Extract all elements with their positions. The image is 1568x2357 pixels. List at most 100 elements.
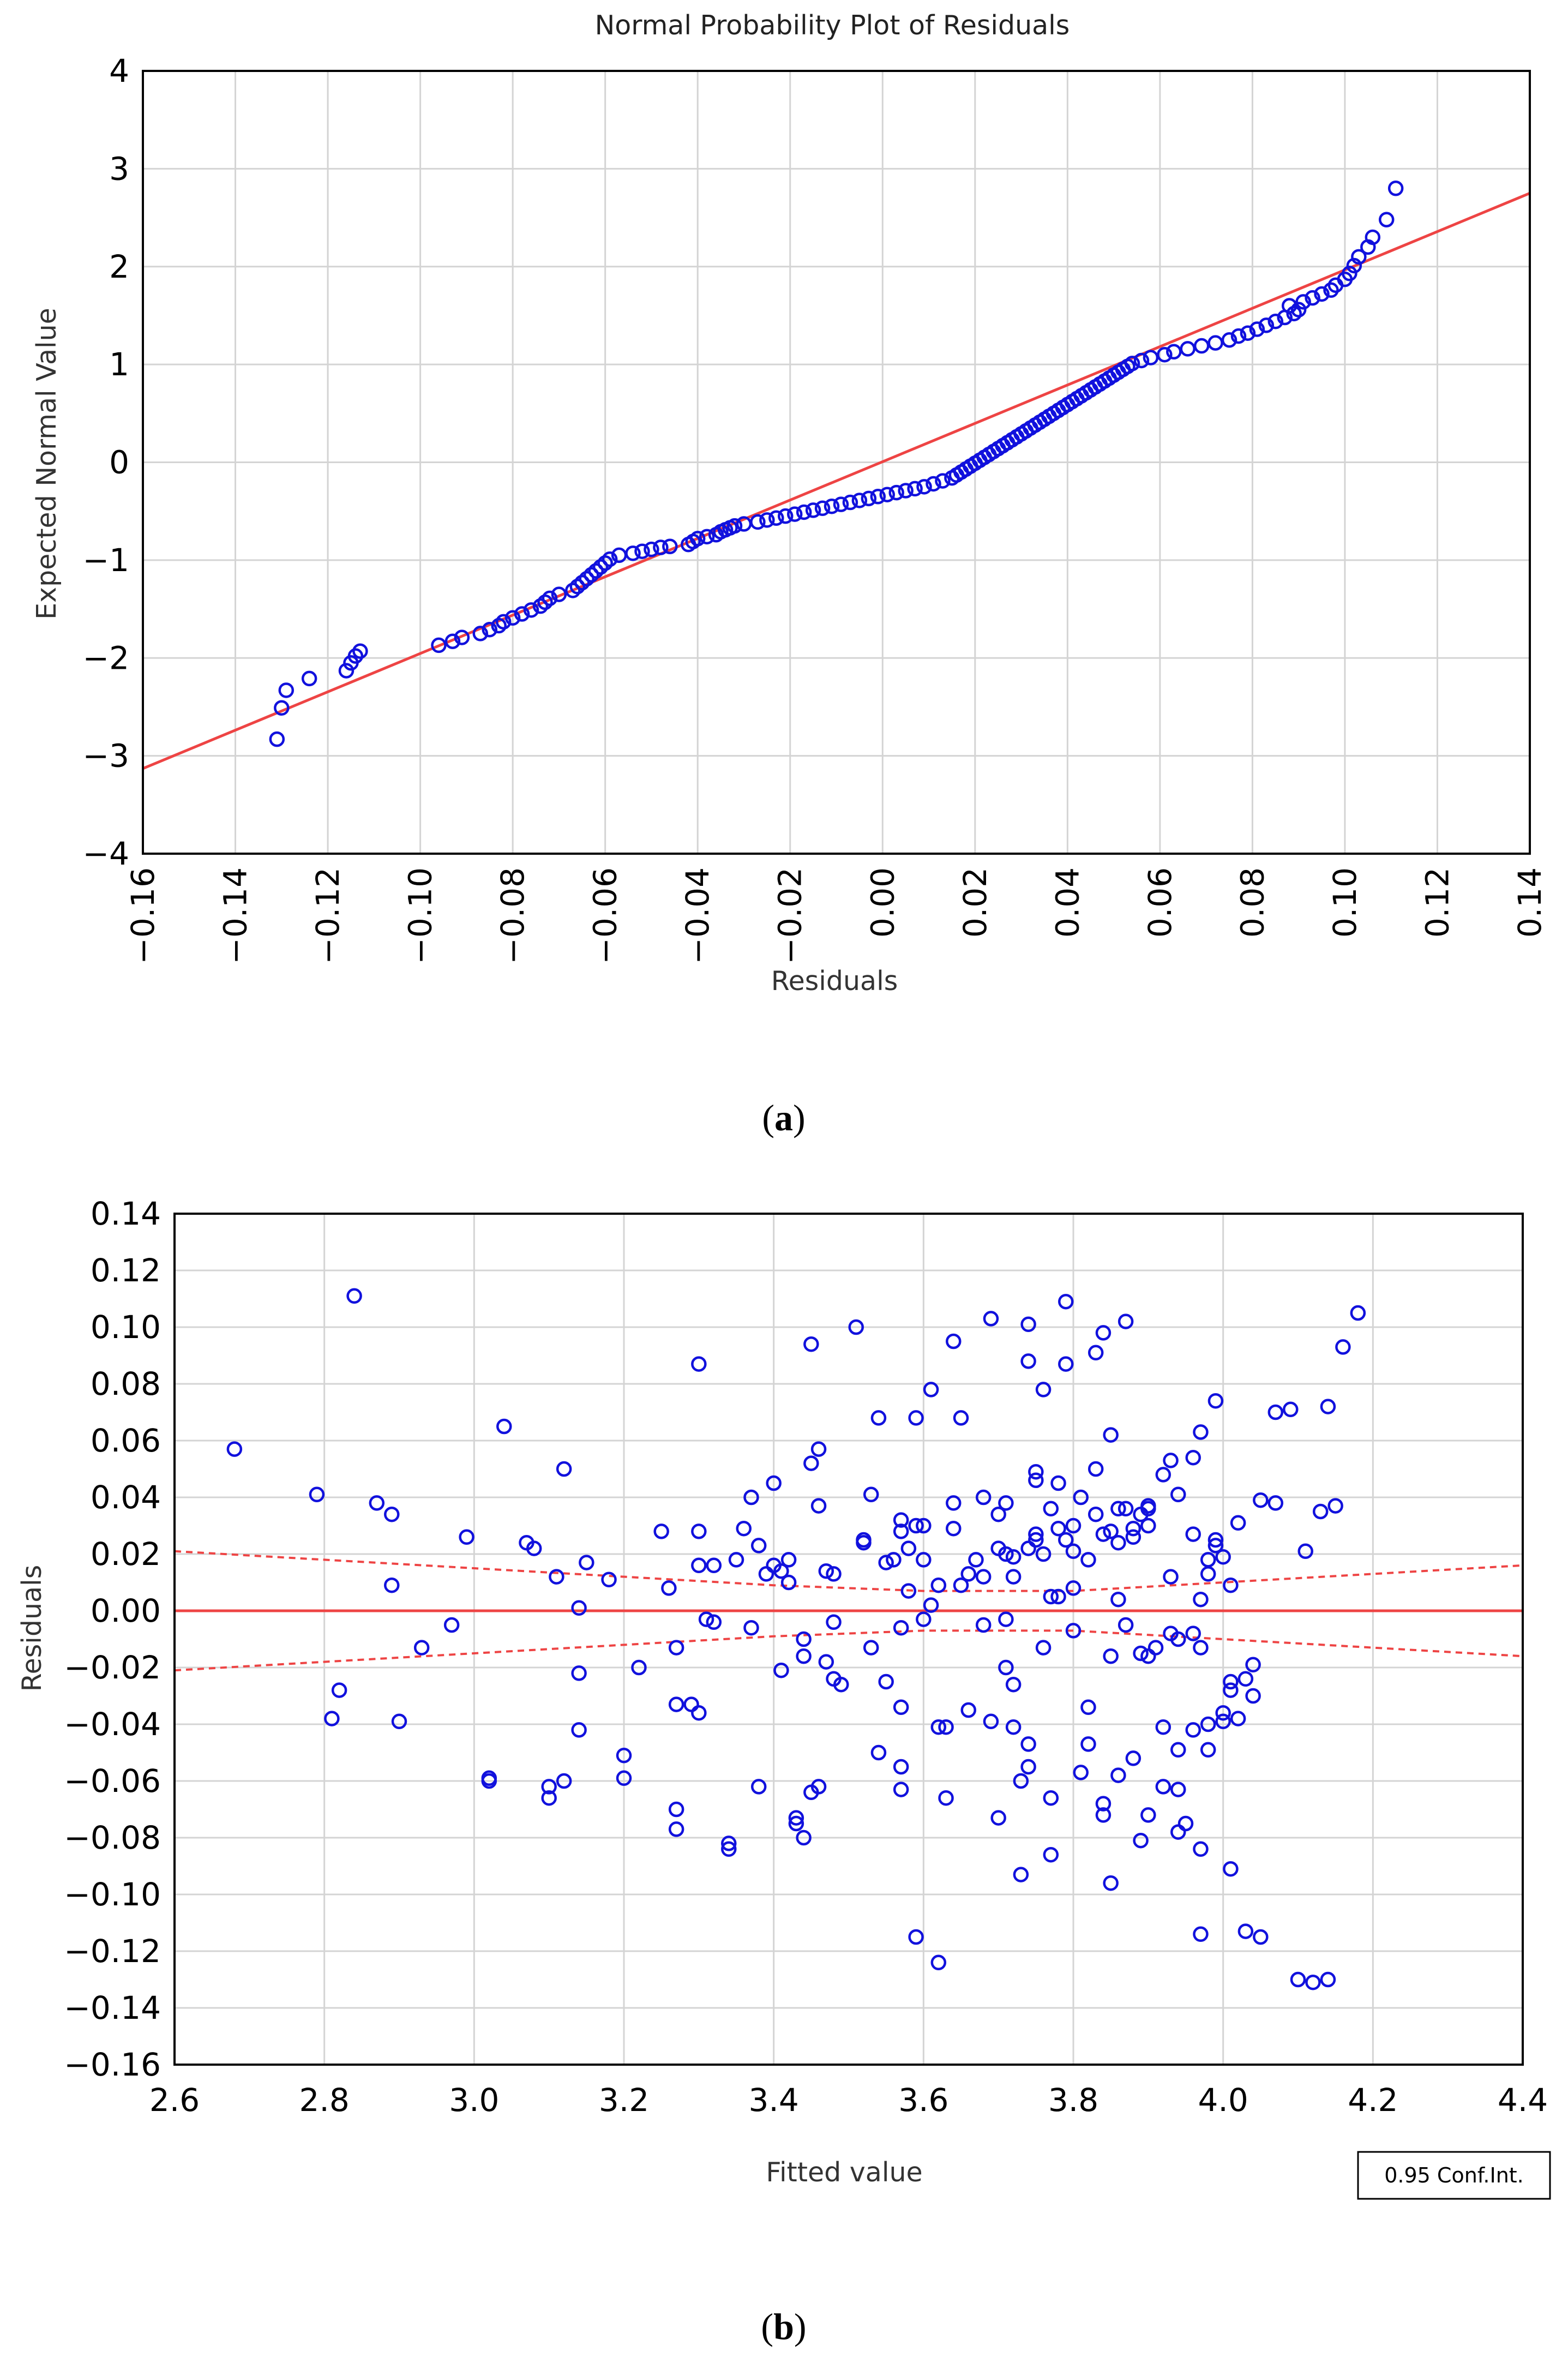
panel-b-point (796, 1830, 812, 1846)
panel-b-point (1193, 1640, 1209, 1656)
panel-a-point (1207, 335, 1223, 351)
panel-b-point (1110, 1767, 1126, 1783)
panel-b-point (1005, 1719, 1022, 1735)
panel-b-y-tick-label: −0.06 (64, 1762, 161, 1800)
panel-b-point (1088, 1506, 1104, 1522)
panel-b-point (983, 1311, 999, 1327)
panel-b-point (916, 1611, 932, 1627)
panel-b-point (698, 1611, 714, 1627)
panel-b-point (810, 1498, 827, 1514)
panel-b-point (1065, 1518, 1082, 1534)
panel-b-point (1088, 1345, 1104, 1361)
panel-b-point (496, 1418, 512, 1435)
panel-a-point (824, 498, 840, 514)
panel-b-point (1020, 1736, 1036, 1752)
panel-b-y-tick-label: 0.06 (91, 1422, 161, 1459)
panel-a-x-tick-label: −0.16 (124, 867, 161, 964)
panel-a-point (1295, 294, 1311, 310)
panel-b-point (938, 1719, 954, 1735)
panel-a-point (786, 506, 803, 522)
panel-b-point (870, 1744, 887, 1761)
panel-b-legend-box (1357, 2151, 1551, 2200)
panel-b-point (1223, 1861, 1239, 1877)
panel-b-point (1170, 1486, 1186, 1503)
panel-b-point (998, 1611, 1014, 1627)
panel-a-point (750, 514, 766, 530)
panel-a-point (689, 531, 706, 547)
panel-b-point (893, 1699, 909, 1716)
panel-b-point (1230, 1711, 1246, 1726)
panel-b-point (833, 1676, 849, 1693)
panel-b-point (556, 1461, 572, 1477)
panel-b-point (1155, 1467, 1172, 1483)
panel-b-y-tick-label: −0.16 (64, 2046, 161, 2083)
panel-a-point (583, 567, 599, 583)
panel-b-point (908, 1518, 924, 1534)
panel-b-conf-lower (174, 1629, 1523, 1672)
panel-b-point (930, 1954, 947, 1971)
panel-a-point (1378, 212, 1395, 227)
panel-b-point (1305, 1974, 1321, 1990)
panel-b-point (1193, 1926, 1209, 1942)
panel-b-x-tick-label: 3.2 (599, 2082, 649, 2119)
panel-b-point (1215, 1549, 1231, 1565)
panel-b-point (1170, 1782, 1186, 1797)
panel-b-point (384, 1506, 400, 1522)
panel-b-point (459, 1529, 474, 1545)
panel-a-point (898, 483, 914, 499)
panel-b-point (1080, 1699, 1096, 1716)
panel-a-point (861, 490, 877, 507)
panel-a-point (551, 586, 567, 602)
panel-b-point (818, 1563, 834, 1579)
panel-b-point (946, 1333, 962, 1350)
panel-b-point (1050, 1520, 1066, 1537)
panel-b-point (998, 1495, 1014, 1511)
panel-b-point (780, 1574, 797, 1591)
panel-b-point (946, 1520, 962, 1537)
panel-a-point (1133, 352, 1150, 369)
panel-b-point (908, 1929, 924, 1945)
panel-b-point (1020, 1759, 1036, 1775)
panel-a-point (352, 643, 368, 659)
panel-b-point (1283, 1401, 1299, 1418)
panel-a-point (644, 541, 659, 557)
panel-a-point (301, 670, 317, 687)
panel-b-y-tick-label: −0.12 (64, 1933, 161, 1970)
panel-b-point (1050, 1588, 1066, 1605)
panel-b-grid (173, 1213, 1524, 2066)
panel-a-point (759, 512, 775, 528)
panel-b-point (1185, 1722, 1201, 1738)
panel-b-point (1155, 1779, 1172, 1795)
panel-b-point (1020, 1540, 1036, 1556)
panel-b-point (1080, 1736, 1096, 1752)
panel-b-point (938, 1790, 954, 1806)
panel-b-point (1125, 1529, 1142, 1545)
panel-a-y-tick-label: 0 (109, 444, 129, 481)
panel-a-y-tick-label: −3 (83, 737, 130, 775)
panel-b-point (900, 1540, 917, 1556)
panel-b-point (571, 1600, 587, 1616)
panel-a-point (625, 545, 641, 561)
panel-a-point (579, 571, 595, 587)
panel-a-point (805, 502, 821, 518)
panel-b-x-tick-label: 3.4 (749, 2082, 799, 2119)
panel-b-point (975, 1569, 992, 1585)
panel-b-point (1230, 1515, 1246, 1531)
panel-a-x-label: Residuals (771, 965, 898, 997)
panel-b-point (1193, 1424, 1209, 1440)
panel-b-point (668, 1801, 684, 1818)
panel-b-point (788, 1815, 804, 1832)
panel-b-x-tick-label: 2.8 (299, 2082, 350, 2119)
panel-b-point (541, 1779, 557, 1795)
panel-b-point (1237, 1671, 1254, 1687)
panel-a-point (1314, 286, 1330, 302)
panel-a-point (482, 621, 497, 638)
panel-b-point (743, 1489, 759, 1506)
panel-b-point (870, 1410, 887, 1426)
panel-b-point (1207, 1532, 1224, 1548)
panel-b-point (691, 1557, 707, 1574)
panel-b-point (1013, 1867, 1029, 1882)
panel-a-point (726, 518, 743, 534)
panel-a-y-tick-label: 2 (109, 248, 129, 285)
panel-b-point (1185, 1449, 1201, 1466)
